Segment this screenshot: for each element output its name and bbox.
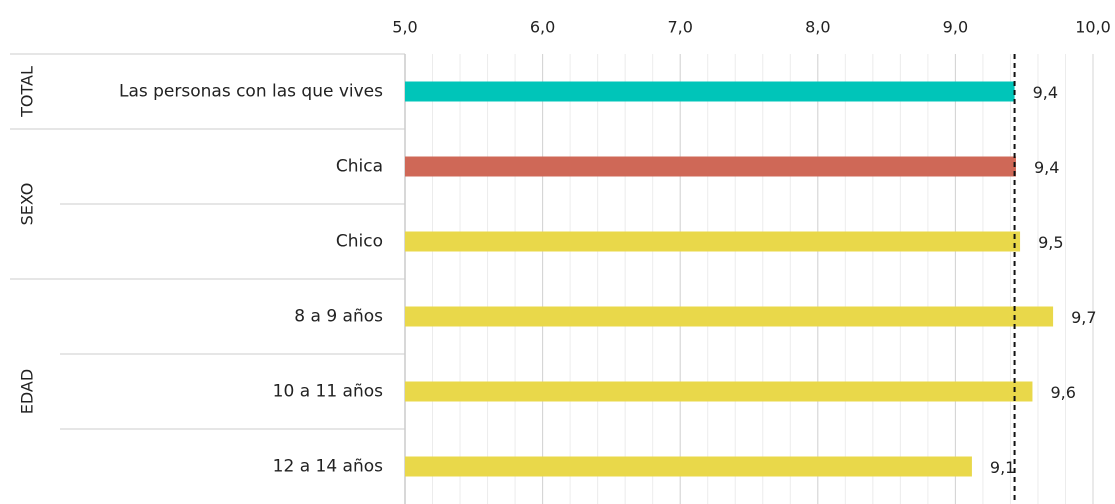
category-label: Las personas con las que vives bbox=[119, 82, 383, 102]
category-label: Chico bbox=[336, 232, 383, 252]
value-label: 9,1 bbox=[990, 458, 1015, 477]
x-tick-label: 5,0 bbox=[392, 18, 417, 37]
bar bbox=[405, 81, 1015, 102]
category-label: 12 a 14 años bbox=[273, 457, 383, 477]
group-label: SEXO bbox=[18, 183, 37, 226]
x-tick-label: 7,0 bbox=[667, 18, 692, 37]
x-tick-label: 6,0 bbox=[530, 18, 555, 37]
bar bbox=[405, 156, 1016, 177]
bar bbox=[405, 231, 1021, 252]
value-label: 9,7 bbox=[1071, 308, 1096, 327]
bar bbox=[405, 456, 972, 477]
x-tick-label: 9,0 bbox=[943, 18, 968, 37]
group-label: TOTAL bbox=[18, 66, 37, 118]
x-tick-label: 8,0 bbox=[805, 18, 830, 37]
bar bbox=[405, 306, 1054, 327]
category-label: 10 a 11 años bbox=[273, 382, 383, 402]
category-label: Chica bbox=[336, 157, 383, 177]
value-label: 9,4 bbox=[1034, 158, 1059, 177]
value-label: 9,4 bbox=[1033, 83, 1058, 102]
group-label: EDAD bbox=[18, 369, 37, 414]
bar bbox=[405, 381, 1033, 402]
category-label: 8 a 9 años bbox=[294, 307, 383, 327]
value-label: 9,6 bbox=[1050, 383, 1075, 402]
value-label: 9,5 bbox=[1038, 233, 1063, 252]
x-tick-label: 10,0 bbox=[1075, 18, 1111, 37]
